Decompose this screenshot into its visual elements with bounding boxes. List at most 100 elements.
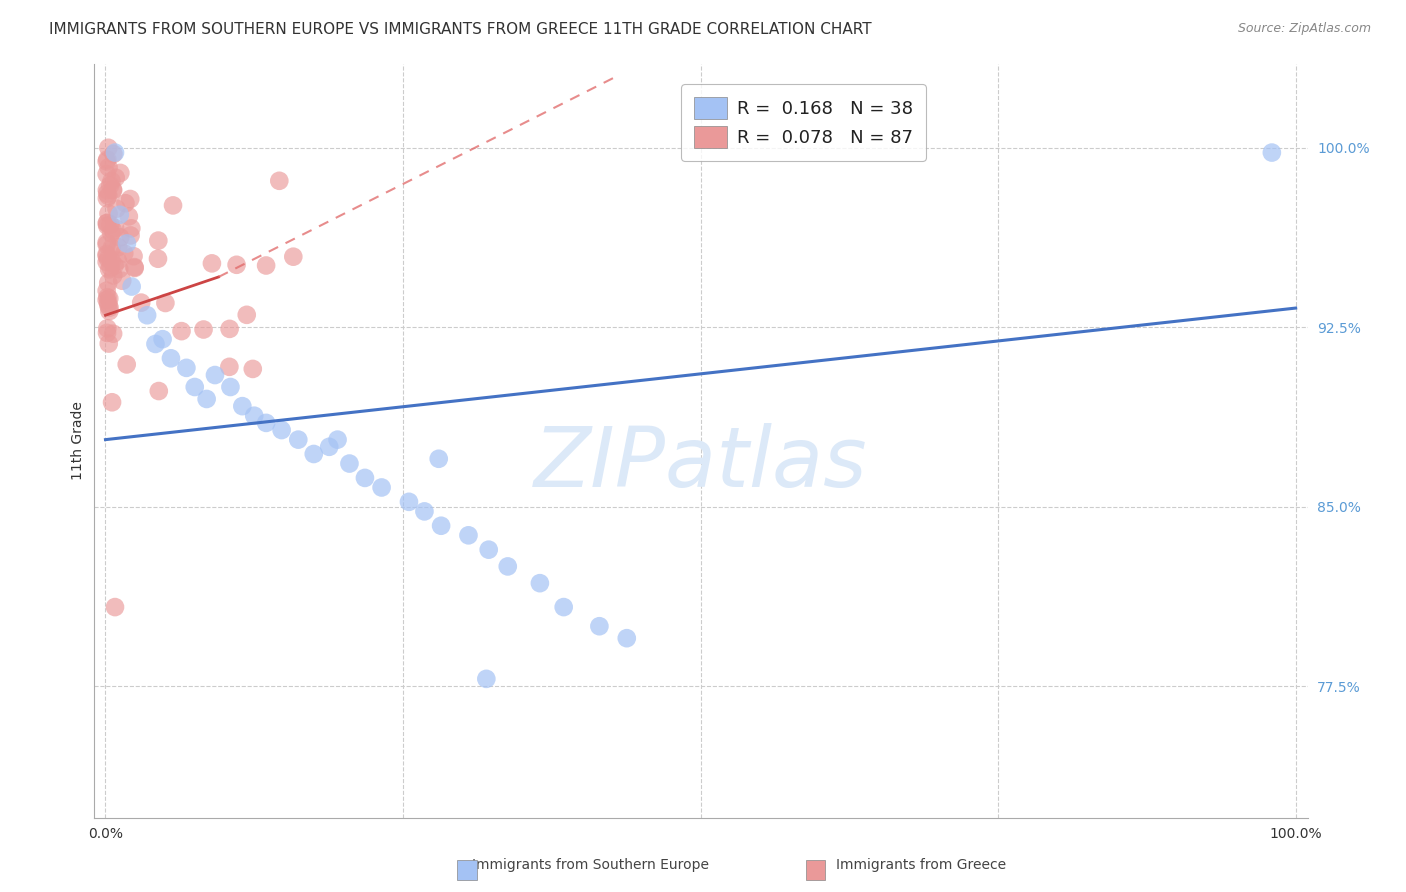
Point xyxy=(104,170,127,185)
Point xyxy=(96,321,118,335)
Text: Immigrants from Greece: Immigrants from Greece xyxy=(837,858,1005,872)
Point xyxy=(475,672,498,686)
Text: Source: ZipAtlas.com: Source: ZipAtlas.com xyxy=(1237,22,1371,36)
Point xyxy=(98,292,121,306)
Point xyxy=(287,433,309,447)
Point xyxy=(100,226,122,240)
Point xyxy=(107,240,129,254)
Point xyxy=(98,178,121,193)
Point xyxy=(100,174,122,188)
Point xyxy=(100,241,122,255)
Point xyxy=(496,559,519,574)
Point xyxy=(96,154,118,169)
Point xyxy=(457,528,479,542)
Point xyxy=(96,216,118,230)
Point xyxy=(120,192,142,206)
Point xyxy=(101,326,124,341)
Point xyxy=(96,183,118,197)
Point xyxy=(218,322,240,336)
Point xyxy=(254,259,277,273)
Point xyxy=(96,191,118,205)
Point xyxy=(97,206,120,220)
Point xyxy=(413,504,436,518)
Point xyxy=(115,236,138,251)
Point xyxy=(176,360,198,375)
Point xyxy=(101,224,124,238)
Point xyxy=(145,337,167,351)
Point xyxy=(97,189,120,203)
Point xyxy=(96,284,118,298)
Point xyxy=(120,228,142,243)
Point xyxy=(146,252,169,266)
Point xyxy=(103,147,125,161)
Point xyxy=(101,183,124,197)
Legend: R =  0.168   N = 38, R =  0.078   N = 87: R = 0.168 N = 38, R = 0.078 N = 87 xyxy=(682,85,927,161)
Point xyxy=(97,141,120,155)
Point xyxy=(553,600,575,615)
Point xyxy=(529,576,551,591)
Point xyxy=(110,166,132,180)
Point xyxy=(97,276,120,290)
Point xyxy=(427,451,450,466)
Point xyxy=(204,368,226,382)
Point xyxy=(96,167,118,181)
Point xyxy=(97,296,120,310)
Point xyxy=(254,416,277,430)
Point xyxy=(108,262,131,277)
Point xyxy=(115,358,138,372)
Point xyxy=(231,399,253,413)
Point xyxy=(121,279,143,293)
Point xyxy=(108,230,131,244)
Point xyxy=(97,336,120,351)
Point xyxy=(101,395,124,409)
Point xyxy=(98,304,121,318)
Point xyxy=(122,249,145,263)
Point xyxy=(152,332,174,346)
Point xyxy=(96,186,118,201)
Point xyxy=(98,218,121,232)
Point xyxy=(96,235,118,250)
Point xyxy=(184,380,207,394)
Point xyxy=(326,433,349,447)
Point xyxy=(111,274,134,288)
Point xyxy=(136,308,159,322)
Text: IMMIGRANTS FROM SOUTHERN EUROPE VS IMMIGRANTS FROM GREECE 11TH GRADE CORRELATION: IMMIGRANTS FROM SOUTHERN EUROPE VS IMMIG… xyxy=(49,22,872,37)
Point xyxy=(148,384,170,398)
Point xyxy=(193,322,215,336)
Point xyxy=(219,380,242,394)
Point xyxy=(430,518,453,533)
Point xyxy=(1261,145,1284,160)
Point xyxy=(195,392,218,406)
Y-axis label: 11th Grade: 11th Grade xyxy=(72,401,86,480)
Point xyxy=(97,161,120,175)
Point xyxy=(370,480,392,494)
Point xyxy=(269,174,291,188)
Point xyxy=(225,258,247,272)
Point xyxy=(243,409,266,423)
Point xyxy=(235,308,257,322)
Point xyxy=(201,256,224,270)
Point xyxy=(270,423,292,437)
Point xyxy=(616,631,638,645)
Point xyxy=(398,495,420,509)
Point xyxy=(218,359,240,374)
Point xyxy=(114,196,136,211)
Point xyxy=(354,471,377,485)
Point xyxy=(124,260,146,274)
Point xyxy=(155,296,177,310)
Point xyxy=(108,208,131,222)
Point xyxy=(96,249,118,263)
Point xyxy=(104,145,127,160)
Text: Immigrants from Southern Europe: Immigrants from Southern Europe xyxy=(472,858,709,872)
Point xyxy=(160,351,183,366)
Point xyxy=(170,324,193,338)
Point xyxy=(101,182,124,196)
Point xyxy=(478,542,501,557)
Point xyxy=(98,262,121,277)
Point xyxy=(96,247,118,261)
Point xyxy=(98,301,121,315)
Point xyxy=(104,221,127,235)
Point xyxy=(103,259,125,273)
Point xyxy=(97,252,120,266)
Point xyxy=(100,254,122,268)
